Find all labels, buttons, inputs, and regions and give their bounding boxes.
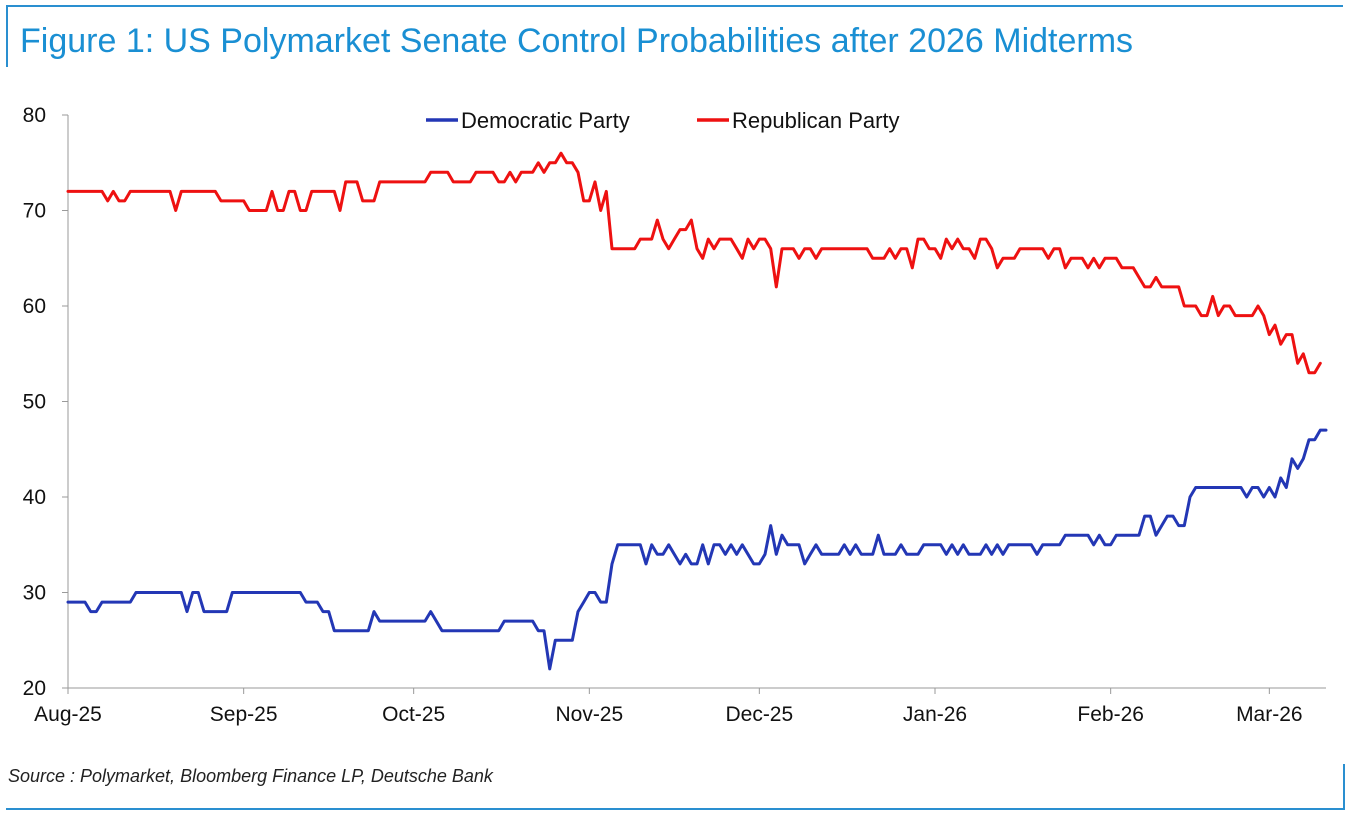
source-note: Source : Polymarket, Bloomberg Finance L… (8, 766, 493, 786)
y-tick-label: 20 (23, 677, 46, 700)
x-tick-label: Aug-25 (34, 703, 102, 726)
x-tick-label: Feb-26 (1077, 703, 1144, 726)
y-tick-label: 30 (23, 582, 46, 605)
bottom-rule (6, 808, 1345, 810)
y-tick-label: 60 (23, 295, 46, 318)
x-tick-label: Mar-26 (1236, 703, 1303, 726)
axes: 20 30 40 50 60 70 80 Aug-25 Sep-25 Oct-25 Nov-25 De… (23, 104, 1326, 726)
series-line-1 (66, 151, 1322, 375)
y-tick-label: 70 (23, 200, 46, 223)
x-tick-label: Sep-25 (210, 703, 278, 726)
x-tick-label: Nov-25 (555, 703, 623, 726)
legend: Democratic Party Republican Party (426, 108, 900, 133)
series-line-0 (66, 428, 1328, 671)
y-tick-label: 40 (23, 486, 46, 509)
series-layer (66, 151, 1328, 671)
y-tick-label: 50 (23, 391, 46, 414)
x-tick-label: Dec-25 (725, 703, 793, 726)
x-tick-label: Jan-26 (903, 703, 967, 726)
right-rule (1343, 764, 1345, 810)
left-rule (6, 5, 8, 67)
y-tick-label: 80 (23, 104, 46, 127)
x-tick-label: Oct-25 (382, 703, 445, 726)
chart-title: Figure 1: US Polymarket Senate Control P… (20, 22, 1134, 60)
legend-label-0: Democratic Party (461, 108, 630, 133)
line-chart: 20 30 40 50 60 70 80 Aug-25 Sep-25 Oct-25 Nov-25 De… (23, 104, 1328, 726)
legend-label-1: Republican Party (732, 108, 900, 133)
top-rule (6, 5, 1343, 7)
